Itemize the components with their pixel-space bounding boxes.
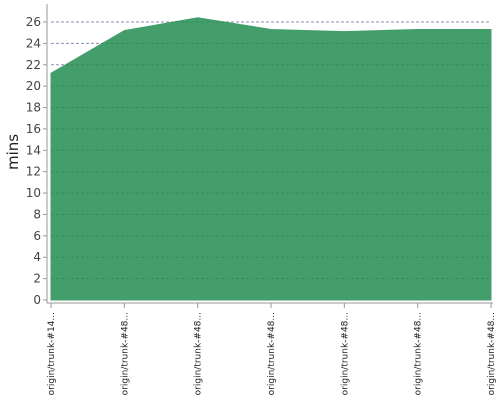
x-tick-label: origin/trunk-#48...: [120, 312, 130, 395]
y-tick-label: 14: [26, 143, 41, 157]
y-tick-label: 26: [26, 15, 41, 29]
y-tick-label: 10: [26, 186, 41, 200]
x-tick-label: origin/trunk-#48...: [267, 312, 277, 395]
y-tick-label: 12: [26, 165, 41, 179]
x-tick-labels: origin/trunk-#14... origin/trunk-#48... or…: [47, 303, 497, 395]
x-tick-label: origin/trunk-#48...: [340, 312, 350, 395]
axes: [46, 4, 493, 304]
x-tick-label: origin/trunk-#14...: [47, 312, 57, 395]
y-tick-label: 16: [26, 122, 41, 136]
y-tick-label: 0: [33, 293, 41, 307]
x-tick-label: origin/trunk-#48...: [194, 312, 204, 395]
y-tick-label: 2: [33, 272, 41, 286]
x-tick-label: origin/trunk-#48...: [487, 312, 497, 395]
y-tick-label: 22: [26, 58, 41, 72]
y-tick-label: 4: [33, 250, 41, 264]
y-tick-label: 18: [26, 101, 41, 115]
area-series: [50, 17, 492, 301]
y-tick-label: 24: [26, 36, 41, 50]
x-tick-label: origin/trunk-#48...: [414, 312, 424, 395]
area-fill: [50, 17, 492, 301]
y-axis-title: mins: [4, 134, 22, 170]
y-tick-label: 20: [26, 79, 41, 93]
y-tick-label: 6: [33, 229, 41, 243]
y-tick-label: 8: [33, 207, 41, 221]
